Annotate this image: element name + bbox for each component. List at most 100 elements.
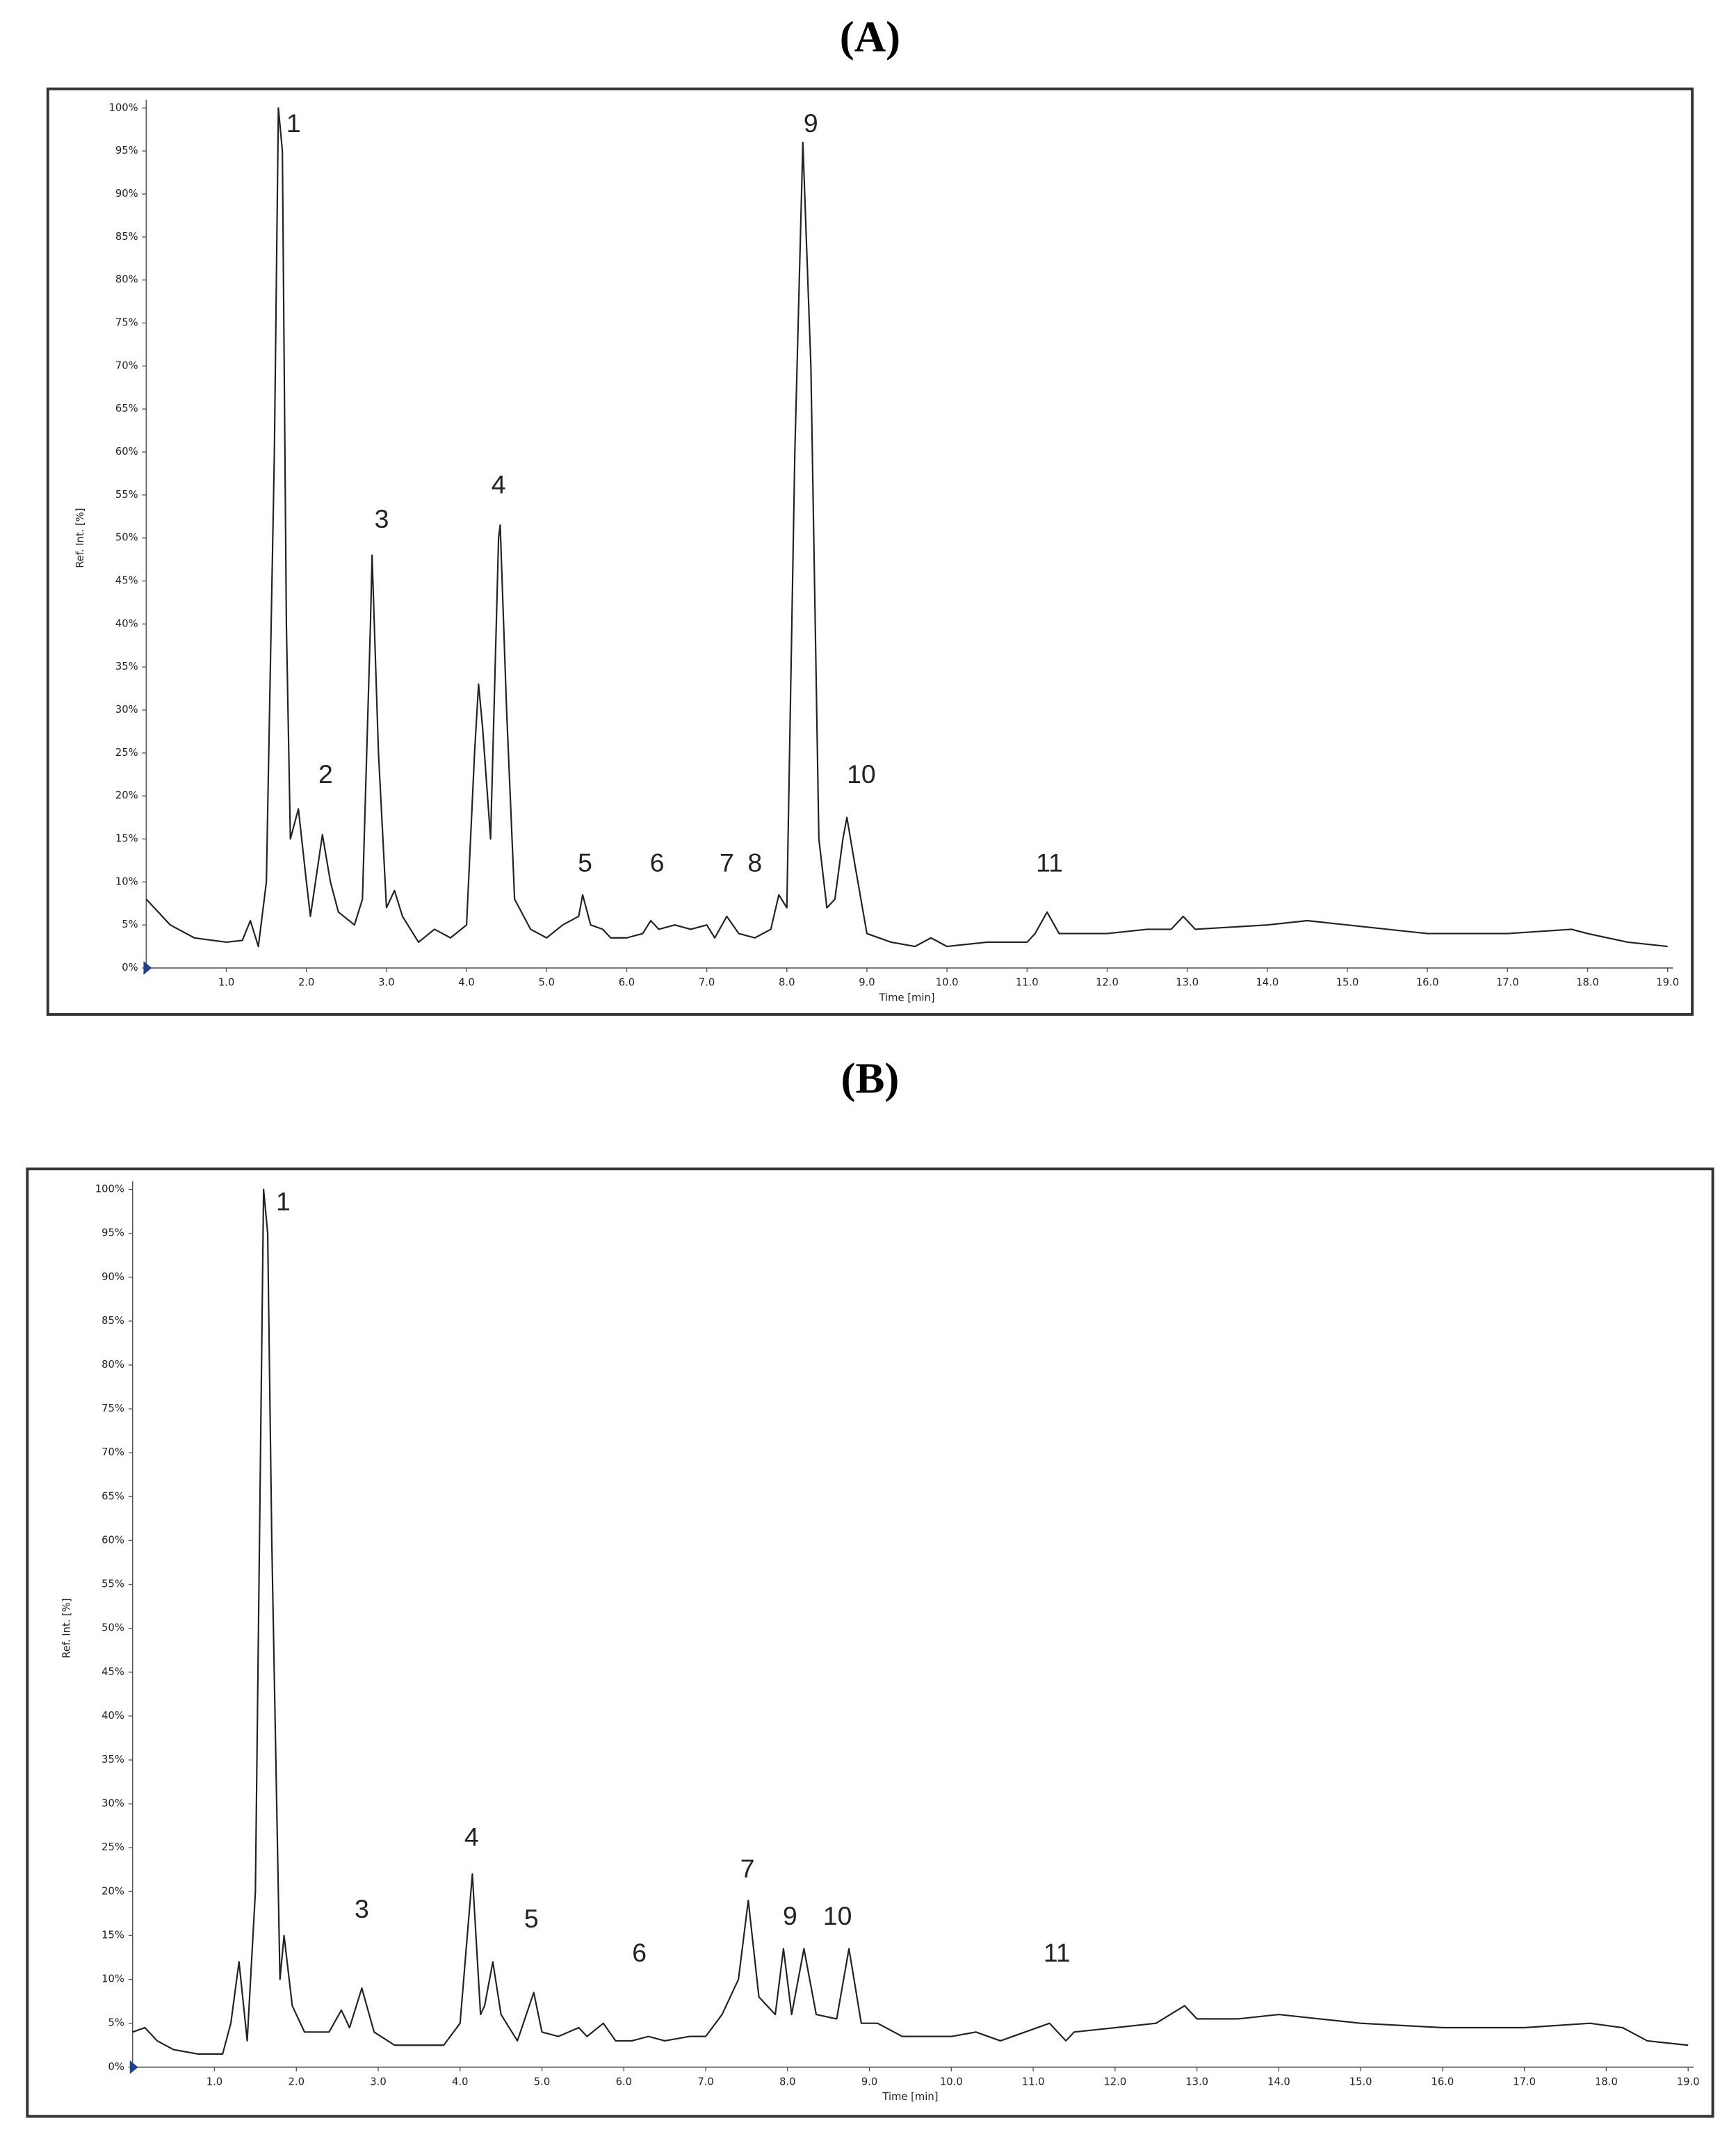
peak-label: 3 — [355, 1894, 369, 1923]
origin-marker — [129, 2060, 138, 2074]
x-tick-label: 9.0 — [859, 977, 875, 989]
y-tick-label: 55% — [102, 1578, 124, 1590]
x-tick-label: 16.0 — [1416, 977, 1439, 989]
x-tick-label: 9.0 — [861, 2076, 877, 2087]
x-tick-label: 8.0 — [779, 2076, 795, 2087]
peak-label: 7 — [740, 1854, 755, 1883]
peak-label: 5 — [524, 1904, 539, 1933]
peak-label: 5 — [578, 848, 592, 877]
y-tick-label: 50% — [115, 532, 138, 544]
peak-label: 8 — [747, 848, 762, 877]
peak-label: 9 — [804, 108, 818, 138]
panel-frame — [26, 1168, 1714, 2118]
y-tick-label: 50% — [102, 1622, 124, 1634]
y-tick-label: 95% — [115, 145, 138, 156]
x-tick-label: 10.0 — [940, 2076, 963, 2087]
peak-label: 6 — [650, 848, 665, 877]
peak-label: 1 — [286, 108, 301, 138]
y-tick-label: 75% — [115, 317, 138, 329]
y-tick-label: 80% — [102, 1359, 124, 1371]
x-tick-label: 13.0 — [1176, 977, 1199, 989]
panel-frame — [46, 87, 1694, 1016]
y-tick-label: 20% — [102, 1885, 124, 1897]
y-tick-label: 55% — [115, 489, 138, 501]
y-tick-label: 0% — [122, 962, 138, 973]
x-tick-label: 16.0 — [1431, 2076, 1454, 2087]
x-tick-label: 4.0 — [452, 2076, 468, 2087]
x-tick-label: 12.0 — [1096, 977, 1119, 989]
y-tick-label: 85% — [102, 1315, 124, 1327]
peak-label: 2 — [318, 759, 333, 789]
y-tick-label: 45% — [115, 575, 138, 587]
y-tick-label: 95% — [102, 1227, 124, 1239]
y-tick-label: 15% — [102, 1929, 124, 1941]
x-tick-label: 6.0 — [616, 2076, 632, 2087]
y-tick-label: 15% — [115, 833, 138, 845]
y-tick-label: 25% — [115, 747, 138, 759]
x-tick-label: 15.0 — [1349, 2076, 1372, 2087]
y-tick-label: 70% — [115, 359, 138, 371]
y-tick-label: 90% — [102, 1271, 124, 1283]
y-tick-label: 20% — [115, 790, 138, 802]
x-tick-label: 19.0 — [1677, 2076, 1700, 2087]
x-tick-label: 3.0 — [370, 2076, 386, 2087]
panel-title: (B) — [841, 1054, 900, 1103]
x-tick-label: 18.0 — [1595, 2076, 1618, 2087]
peak-label: 3 — [375, 504, 389, 533]
x-tick-label: 12.0 — [1103, 2076, 1126, 2087]
x-tick-label: 19.0 — [1656, 977, 1679, 989]
peak-label: 9 — [783, 1901, 797, 1930]
chromatogram-line — [132, 1188, 1689, 2055]
x-tick-label: 2.0 — [289, 2076, 305, 2087]
y-tick-label: 25% — [102, 1841, 124, 1853]
y-tick-label: 10% — [115, 875, 138, 887]
x-tick-label: 13.0 — [1185, 2076, 1208, 2087]
peak-label: 11 — [1036, 848, 1063, 877]
x-tick-label: 2.0 — [298, 977, 314, 989]
x-tick-label: 3.0 — [378, 977, 394, 989]
y-axis-label: Ref. Int. [%] — [60, 1598, 72, 1658]
peak-label: 6 — [632, 1938, 647, 1967]
x-tick-label: 14.0 — [1267, 2076, 1290, 2087]
x-tick-label: 11.0 — [1016, 977, 1039, 989]
y-tick-label: 60% — [115, 446, 138, 458]
y-tick-label: 85% — [115, 231, 138, 243]
peak-label: 10 — [823, 1901, 852, 1930]
panel-title: (A) — [840, 12, 900, 60]
x-tick-label: 4.0 — [458, 977, 474, 989]
y-tick-label: 70% — [102, 1446, 124, 1458]
x-tick-label: 17.0 — [1496, 977, 1519, 989]
y-tick-label: 40% — [115, 617, 138, 629]
y-tick-label: 100% — [108, 102, 138, 113]
x-tick-label: 7.0 — [697, 2076, 713, 2087]
x-tick-label: 1.0 — [218, 977, 234, 989]
x-tick-label: 5.0 — [534, 2076, 550, 2087]
peak-label: 1 — [276, 1187, 291, 1216]
y-tick-label: 75% — [102, 1403, 124, 1414]
y-tick-label: 90% — [115, 188, 138, 200]
y-tick-label: 40% — [102, 1710, 124, 1722]
peak-label: 10 — [847, 759, 876, 789]
peak-label: 11 — [1044, 1938, 1071, 1967]
y-tick-label: 30% — [102, 1797, 124, 1809]
y-tick-label: 5% — [122, 919, 138, 930]
x-tick-label: 11.0 — [1022, 2076, 1045, 2087]
y-tick-label: 45% — [102, 1666, 124, 1678]
x-axis-label: Time [min] — [882, 2091, 938, 2103]
y-tick-label: 35% — [102, 1754, 124, 1766]
y-tick-label: 35% — [115, 661, 138, 672]
chromatogram-line — [145, 107, 1668, 948]
x-tick-label: 18.0 — [1576, 977, 1599, 989]
x-tick-label: 7.0 — [699, 977, 715, 989]
x-tick-label: 1.0 — [206, 2076, 222, 2087]
peak-label: 4 — [492, 469, 506, 499]
x-tick-label: 15.0 — [1336, 977, 1359, 989]
x-tick-label: 17.0 — [1513, 2076, 1536, 2087]
peak-label: 7 — [720, 848, 734, 877]
y-axis-label: Ref. Int. [%] — [74, 508, 86, 567]
y-tick-label: 0% — [108, 2061, 124, 2073]
y-tick-label: 65% — [115, 403, 138, 414]
y-tick-label: 80% — [115, 274, 138, 286]
y-tick-label: 10% — [102, 1973, 124, 1985]
